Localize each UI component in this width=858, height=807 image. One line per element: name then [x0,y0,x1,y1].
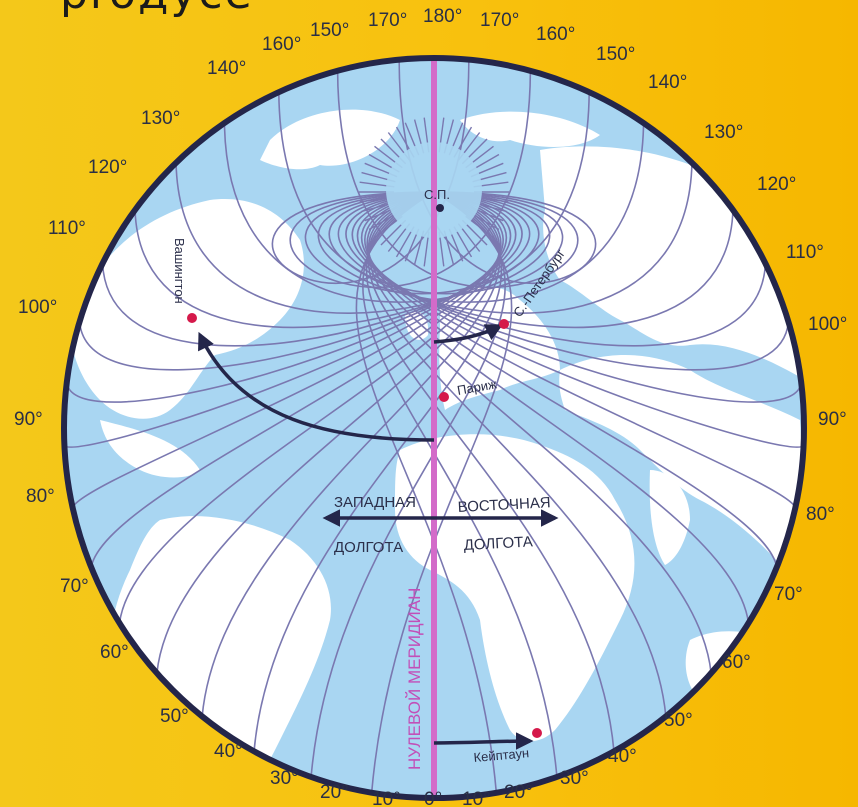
arrow-to-st-petersburg [433,324,504,344]
meridian-line [65,191,512,403]
land-north-america [70,199,304,419]
land-arctic-islands [460,111,600,147]
deg-top-left-160: 160° [262,34,301,55]
partial-paren: ) [0,28,4,140]
deg-top-right-160: 160° [536,24,575,45]
prime-meridian-label: НУЛЕВОЙ МЕРИДИАН [405,588,424,770]
deg-top-right-110: 110° [786,242,824,263]
deg-top-right-120: 120° [757,174,796,195]
deg-top-right-140: 140° [648,72,687,93]
cape-town-dot [532,728,542,738]
deg-top-left-110: 110° [48,218,86,239]
deg-bottom-0: 0° [424,789,442,807]
north-pole-label: С.П. [424,187,450,202]
land-asia [559,355,804,600]
land-north-america-south [100,420,200,478]
arrow-to-washington [198,331,435,442]
deg-top-right-130: 130° [704,122,743,143]
paris-dot [439,392,449,402]
meridian-line [71,191,504,508]
meridian-line [310,191,506,778]
meridian-line [337,191,734,329]
meridian-line [223,123,551,303]
deg-top-left-140: 140° [207,58,246,79]
washington-label: Вашингтон [172,238,187,304]
st-petersburg-dot [499,319,509,329]
deg-right-60: 60° [722,652,751,673]
deg-top-left-150: 150° [310,20,349,41]
deg-left-40: 40° [214,741,243,762]
deg-left-70: 70° [60,576,89,597]
meridian-line [367,191,667,717]
meridian-line [78,191,517,371]
paris-label: Париж [456,376,498,398]
deg-top-left-130: 130° [141,108,180,129]
meridian-line [364,191,797,508]
arrow-to-cape-town [433,732,534,750]
deg-right-20: 20° [504,782,533,803]
meridian-lines [64,59,804,793]
deg-left-90: 90° [14,409,43,430]
deg-top-left-120: 120° [88,157,127,178]
west-line1: ЗАПАДНАЯ [334,494,416,511]
washington-dot [187,313,197,323]
deg-right-40: 40° [608,746,637,767]
land-greenland [260,109,400,170]
deg-top-180: 180° [423,6,462,27]
deg-left-50: 50° [160,706,189,727]
meridian-line [360,191,804,448]
deg-right-70: 70° [774,584,803,605]
cape-town-label: Кейптаун [473,745,530,765]
meridian-line [156,191,500,674]
east-line2: ДОЛГОТА [463,533,533,554]
meridian-line [101,191,523,347]
globe-rim [61,55,807,801]
meridian-line [134,191,531,329]
land-india [649,470,690,565]
meridian-line [345,191,767,347]
deg-left-10: 10° [372,789,401,807]
deg-right-50: 50° [664,710,693,731]
meridian-line [201,191,501,717]
deg-top-right-100: 100° [808,314,847,335]
deg-top-right-170: 170° [480,10,519,31]
longitude-degree-labels: 160° 150° 140° 130° 120° 110° 100° 170° … [14,6,847,807]
meridian-line [90,191,502,568]
deg-top-right-150: 150° [596,44,635,65]
deg-left-80: 80° [26,486,55,507]
meridian-line [370,191,513,793]
west-line2: ДОЛГОТА [334,539,403,556]
deg-right-10: 10° [462,789,491,807]
meridian-line [118,191,501,624]
deg-left-30: 30° [270,768,299,789]
deg-left-20: 20° [320,782,349,803]
meridian-line [368,191,712,674]
deg-left-60: 60° [100,642,129,663]
north-pole-dot [436,204,444,212]
deg-top-170-left: 170° [368,10,407,31]
deg-right-30: 30° [560,768,589,789]
meridian-line [362,191,558,778]
deg-right-80: 80° [806,504,835,525]
meridian-line [366,191,778,568]
east-line1: ВОСТОЧНАЯ [457,494,551,516]
deg-right-90: 90° [818,409,847,430]
meridian-line [64,191,508,448]
meridian-line [367,191,750,624]
meridian-line [355,191,498,793]
partial-heading: proдуce [60,0,254,19]
meridian-line [317,123,645,303]
deg-top-left-100: 100° [18,297,57,318]
